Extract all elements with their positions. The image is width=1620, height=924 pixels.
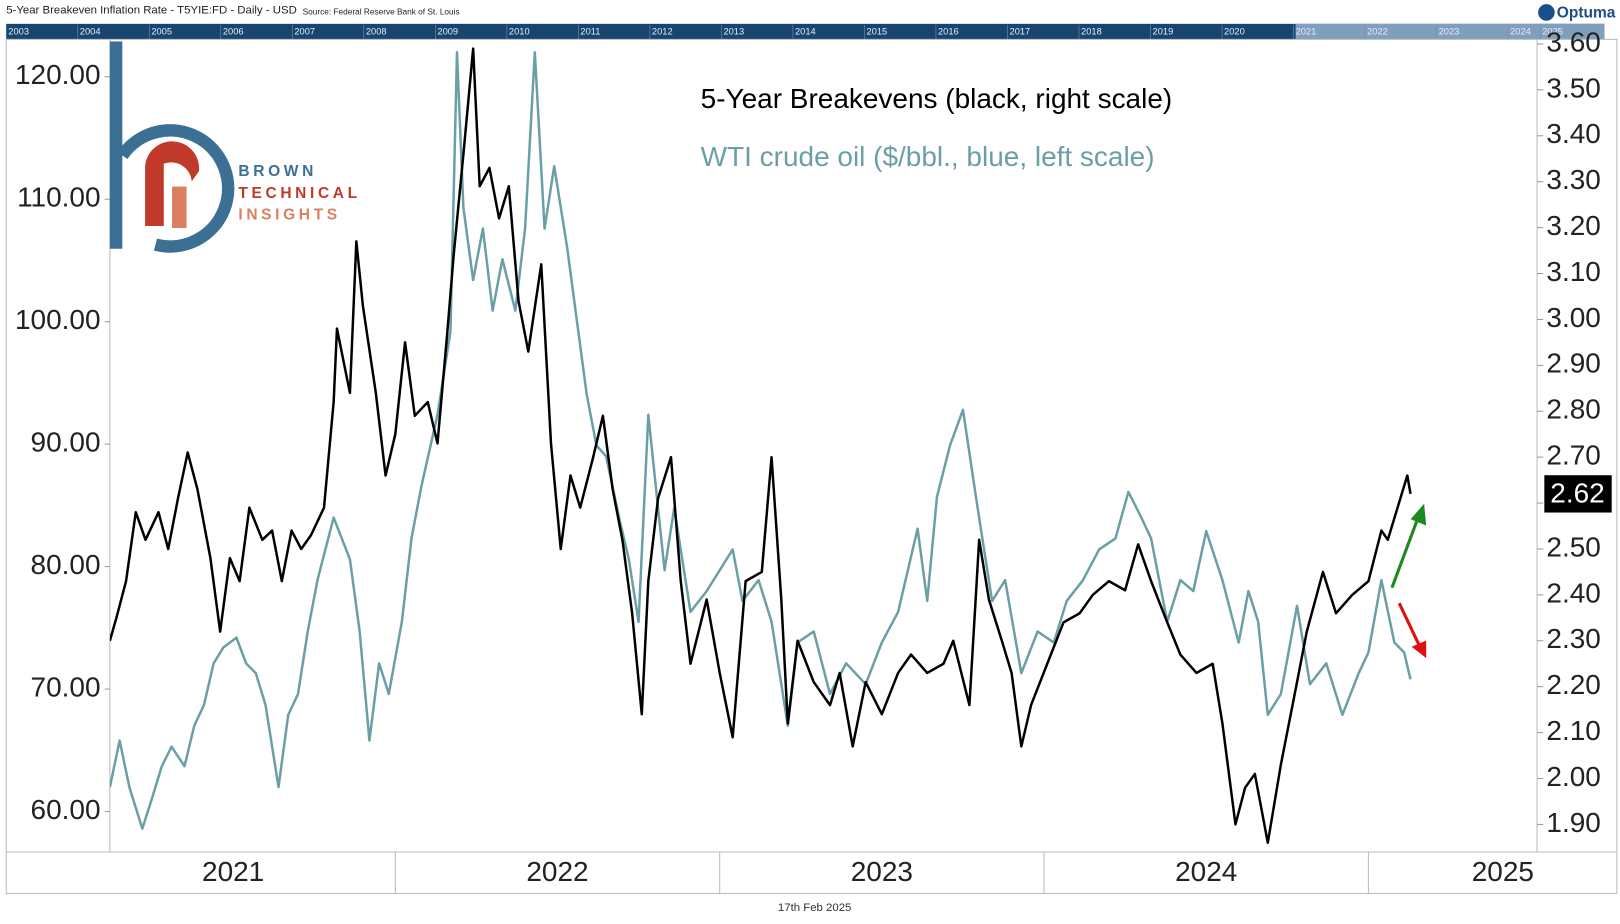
y2-tick-label: 3.20 [1546, 210, 1600, 241]
y2-tick-label: 2.90 [1546, 348, 1600, 379]
logo: BROWN TECHNICAL INSIGHTS [109, 41, 360, 253]
navigator-year: 2014 [795, 27, 816, 37]
y2-tick-label: 3.00 [1546, 302, 1600, 333]
y2-tick-label: 2.50 [1546, 531, 1600, 562]
navigator-year: 2025 [1542, 27, 1563, 37]
navigator-year: 2021 [1296, 27, 1317, 37]
logo-ring [117, 124, 235, 253]
x-tick-label: 2023 [851, 856, 913, 887]
series-line [109, 50, 1412, 830]
arrow-down [1397, 602, 1421, 646]
navigator-year: 2006 [223, 27, 244, 37]
y2-tick-label: 2.80 [1546, 394, 1600, 425]
y2-tick-label: 2.10 [1546, 715, 1600, 746]
navigator-bar [6, 23, 1605, 40]
navigator-year: 2008 [366, 27, 387, 37]
y-tick-label: 90.00 [31, 427, 101, 458]
y2-tick-label: 2.40 [1546, 577, 1600, 608]
last-value-box [1544, 475, 1612, 513]
y-tick-label: 80.00 [31, 549, 101, 580]
navigator-year: 2024 [1510, 27, 1531, 37]
navigator-year: 2015 [866, 27, 887, 37]
arrow-head [1410, 503, 1427, 526]
navigator-year: 2004 [80, 27, 101, 37]
plot [109, 47, 1412, 844]
y2-tick-label: 3.40 [1546, 118, 1600, 149]
navigator-year: 2023 [1439, 27, 1460, 37]
y-tick-label: 70.00 [31, 671, 101, 702]
legend-entry: 5-Year Breakevens (black, right scale) [701, 83, 1173, 114]
y2-tick-label: 2.00 [1546, 761, 1600, 792]
navigator-year: 2019 [1153, 27, 1174, 37]
logo-bar [109, 41, 123, 249]
series-line [109, 47, 1412, 844]
source-note: Source: Federal Reserve Bank of St. Loui… [303, 7, 460, 17]
y2-tick-label: 3.60 [1546, 26, 1600, 57]
y-tick-label: 110.00 [17, 182, 100, 213]
x-tick-label: 2021 [202, 856, 264, 887]
y2-tick-label: 3.30 [1546, 164, 1600, 195]
brand-icon [1538, 4, 1555, 21]
y2-tick-label: 1.90 [1546, 807, 1600, 838]
chart-title: 5-Year Breakeven Inflation Rate - T5YIE:… [6, 4, 297, 16]
y2-tick-label: 2.20 [1546, 669, 1600, 700]
x-tick-label: 2024 [1175, 856, 1237, 887]
navigator-year: 2017 [1010, 27, 1031, 37]
navigator-year: 2010 [509, 27, 530, 37]
logo-mark [172, 186, 187, 229]
navigator-year: 2020 [1224, 27, 1245, 37]
x-tick-label: 2022 [526, 856, 588, 887]
axes: 60.00 70.00 80.00 90.00 100.00 110.00 120.00 1.… [15, 26, 1601, 894]
navigator-year: 2007 [294, 27, 315, 37]
navigator-year: 2022 [1367, 27, 1388, 37]
navigator-years: 2003 2004 2005 2006 2007 2008 2009 2010 2011 2012… [5, 24, 1563, 40]
logo-mark [145, 141, 200, 226]
logo-text: BROWN [238, 163, 317, 180]
arrow-up [1390, 517, 1420, 589]
y-tick-label: 120.00 [15, 59, 101, 90]
navigator-year: 2013 [723, 27, 744, 37]
navigator-year: 2012 [652, 27, 673, 37]
navigator-year: 2005 [151, 27, 172, 37]
y-tick-label: 60.00 [31, 794, 101, 825]
last-value-label: 2.62 [1550, 477, 1604, 508]
navigator-year: 2003 [8, 27, 29, 37]
date-stamp: 17th Feb 2025 [778, 902, 851, 914]
logo-text: TECHNICAL [238, 185, 360, 202]
arrows [1390, 503, 1427, 659]
brand: Optuma [1557, 5, 1616, 22]
navigator-year: 2009 [437, 27, 458, 37]
legend-entry: WTI crude oil ($/bbl., blue, left scale) [701, 141, 1155, 172]
arrow-head [1411, 640, 1427, 659]
y2-tick-label: 3.50 [1546, 72, 1600, 103]
x-tick-label: 2025 [1472, 856, 1534, 887]
y-tick-label: 100.00 [15, 304, 101, 335]
logo-text: INSIGHTS [238, 207, 340, 224]
frame [5, 38, 1618, 894]
navigator-year: 2011 [580, 27, 600, 37]
y2-tick-label: 2.30 [1546, 623, 1600, 654]
y2-tick-label: 3.10 [1546, 256, 1600, 287]
navigator-window [1295, 23, 1605, 40]
navigator-year: 2018 [1081, 27, 1102, 37]
y2-tick-label: 2.70 [1546, 440, 1600, 471]
navigator-year: 2016 [938, 27, 959, 37]
